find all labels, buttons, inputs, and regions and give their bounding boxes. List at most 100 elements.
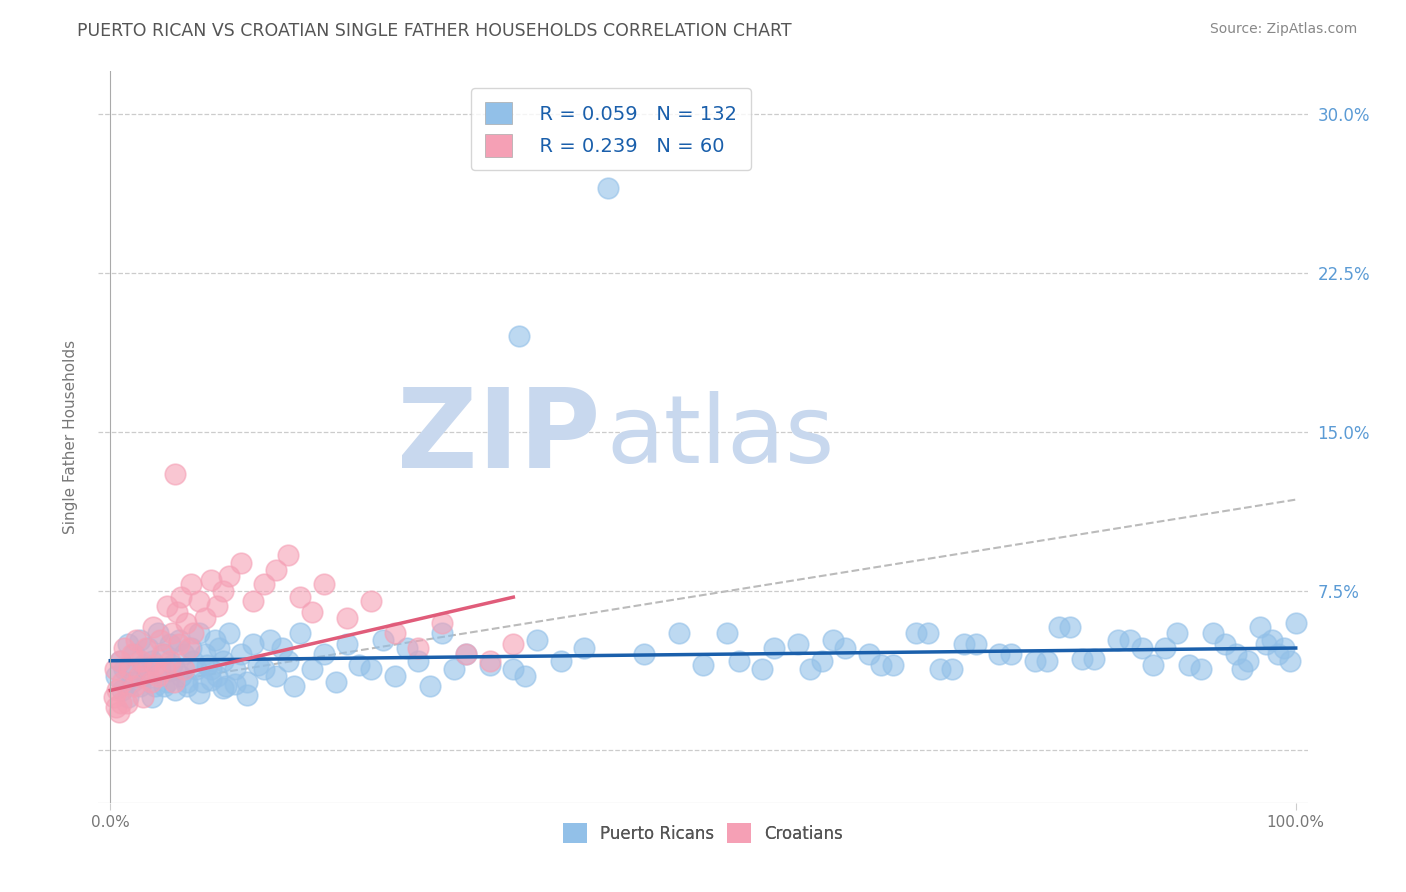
Point — [253, 577, 276, 591]
Point — [117, 637, 139, 651]
Point — [408, 654, 430, 668]
Point — [633, 648, 655, 662]
Point — [188, 626, 211, 640]
Point — [277, 548, 299, 562]
Point — [200, 673, 222, 687]
Point — [143, 679, 166, 693]
Point — [1232, 662, 1254, 676]
Point — [1213, 637, 1236, 651]
Point — [283, 679, 305, 693]
Point — [129, 679, 152, 693]
Point — [336, 637, 359, 651]
Point — [478, 658, 501, 673]
Point — [1154, 640, 1177, 655]
Point — [194, 611, 217, 625]
Point — [135, 668, 157, 682]
Point — [173, 662, 195, 676]
Point — [218, 626, 240, 640]
Point — [598, 181, 620, 195]
Point — [235, 675, 257, 690]
Point — [115, 696, 138, 710]
Point — [167, 637, 190, 651]
Point — [763, 640, 786, 655]
Point — [122, 679, 145, 693]
Point — [167, 632, 190, 647]
Point — [1285, 615, 1308, 630]
Point — [869, 658, 891, 673]
Text: PUERTO RICAN VS CROATIAN SINGLE FATHER HOUSEHOLDS CORRELATION CHART: PUERTO RICAN VS CROATIAN SINGLE FATHER H… — [77, 22, 792, 40]
Point — [941, 662, 963, 676]
Point — [384, 626, 406, 640]
Point — [1166, 626, 1188, 640]
Point — [1107, 632, 1129, 647]
Point — [181, 626, 204, 640]
Point — [1278, 654, 1301, 668]
Point — [180, 640, 202, 655]
Point — [668, 626, 690, 640]
Point — [478, 654, 501, 668]
Point — [858, 648, 880, 662]
Point — [142, 620, 165, 634]
Point — [146, 626, 169, 640]
Point — [212, 583, 235, 598]
Point — [176, 679, 198, 693]
Point — [152, 648, 174, 662]
Point — [1178, 658, 1201, 673]
Point — [108, 654, 131, 668]
Text: Source: ZipAtlas.com: Source: ZipAtlas.com — [1209, 22, 1357, 37]
Point — [212, 654, 235, 668]
Point — [105, 700, 128, 714]
Point — [823, 632, 845, 647]
Point — [204, 632, 226, 647]
Point — [139, 675, 162, 690]
Point — [129, 654, 152, 668]
Point — [111, 675, 134, 690]
Point — [159, 654, 181, 668]
Point — [149, 632, 172, 647]
Point — [259, 632, 281, 647]
Point — [810, 654, 832, 668]
Point — [165, 467, 187, 482]
Point — [905, 626, 928, 640]
Point — [184, 662, 207, 676]
Point — [229, 648, 252, 662]
Point — [177, 640, 200, 655]
Point — [143, 658, 166, 673]
Point — [229, 556, 252, 570]
Point — [1059, 620, 1081, 634]
Point — [105, 683, 128, 698]
Point — [1083, 651, 1105, 665]
Point — [200, 662, 222, 676]
Point — [205, 599, 228, 613]
Point — [432, 626, 454, 640]
Point — [882, 658, 904, 673]
Point — [156, 599, 179, 613]
Point — [454, 648, 477, 662]
Point — [1000, 648, 1022, 662]
Point — [264, 563, 287, 577]
Point — [1071, 651, 1094, 665]
Point — [360, 662, 382, 676]
Point — [419, 679, 441, 693]
Point — [111, 683, 134, 698]
Point — [125, 662, 148, 676]
Point — [550, 654, 572, 668]
Point — [1142, 658, 1164, 673]
Point — [181, 654, 204, 668]
Point — [146, 668, 169, 682]
Point — [152, 679, 174, 693]
Point — [224, 677, 246, 691]
Point — [1267, 648, 1289, 662]
Point — [786, 637, 808, 651]
Point — [122, 648, 145, 662]
Point — [208, 640, 231, 655]
Point — [136, 640, 159, 655]
Point — [988, 648, 1011, 662]
Point — [159, 637, 181, 651]
Point — [103, 690, 125, 704]
Point — [443, 662, 465, 676]
Point — [301, 662, 323, 676]
Point — [1130, 640, 1153, 655]
Point — [135, 640, 157, 655]
Point — [727, 654, 749, 668]
